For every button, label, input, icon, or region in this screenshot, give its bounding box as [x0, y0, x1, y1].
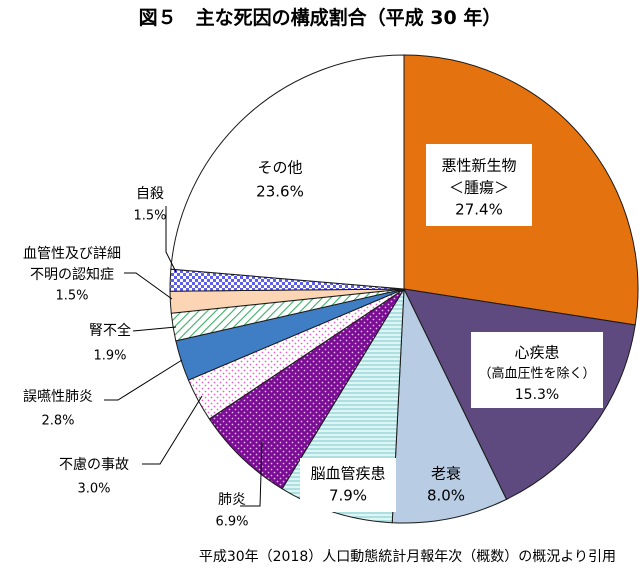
slice-name-cancer: 悪性新生物	[441, 157, 516, 175]
slice-name-heart: 心疾患	[514, 344, 559, 362]
slice-name-vascular: 血管性及び詳細	[23, 246, 121, 262]
slice-label-renal: 腎不全 1.9%	[89, 322, 131, 364]
slice-name-aspiration: 誤嚥性肺炎	[23, 389, 93, 405]
slice-value-cancer: 27.4%	[455, 201, 503, 219]
source-note: 平成30年（2018）人口動態統計月報年次（概数）の概況より引用	[198, 549, 616, 565]
label-box-heart	[471, 332, 603, 408]
slice-value-other: 23.6%	[256, 183, 304, 201]
slice-label-heart: 心疾患 （高血圧性を除く） 15.3%	[471, 332, 603, 408]
slice-senility	[391, 288, 508, 524]
leader-line-renal	[132, 326, 177, 332]
slice-name-cancer: ＜腫瘍＞	[449, 179, 509, 197]
leader-line-vascular	[124, 272, 173, 300]
slice-value-pneumonia: 6.9%	[215, 515, 248, 530]
slice-value-suicide: 1.5%	[133, 209, 166, 224]
slice-value-aspiration: 2.8%	[41, 414, 74, 429]
slice-value-vascular: 1.5%	[55, 289, 88, 304]
slice-name-vascular: 不明の認知症	[30, 266, 114, 283]
leader-line-pneumonia	[240, 441, 263, 507]
slice-name-suicide: 自殺	[136, 186, 164, 202]
slice-labels: 悪性新生物 ＜腫瘍＞ 27.4% 心疾患 （高血圧性を除く） 15.3% 老衰 8.0% 脳血管…	[23, 144, 603, 530]
chart-title: 図５ 主な死因の構成割合（平成 30 年）	[138, 7, 502, 29]
pie-slices	[169, 54, 639, 524]
slice-label-other: その他 23.6%	[256, 159, 304, 201]
slice-label-accident: 不慮の事故 3.0%	[59, 457, 129, 497]
slice-name-renal: 腎不全	[89, 322, 131, 339]
pie-chart: 悪性新生物 ＜腫瘍＞ 27.4% 心疾患 （高血圧性を除く） 15.3% 老衰 8.0% 脳血管…	[23, 54, 639, 530]
leader-line-aspiration	[104, 359, 183, 401]
leader-lines	[104, 206, 263, 507]
slice-name-heart: （高血圧性を除く）	[478, 366, 595, 382]
slice-name-cerebrovascular: 脳血管疾患	[310, 465, 385, 483]
slice-name-pneumonia: 肺炎	[218, 492, 246, 508]
slice-name-senility: 老衰	[431, 465, 461, 483]
label-box-cancer	[426, 144, 532, 226]
label-box-cerebrovascular	[300, 458, 396, 512]
leader-line-accident	[142, 395, 203, 465]
slice-label-senility: 老衰 8.0%	[427, 465, 465, 505]
slice-name-other: その他	[257, 159, 302, 177]
slice-value-renal: 1.9%	[93, 349, 126, 364]
slice-label-pneumonia: 肺炎 6.9%	[215, 492, 248, 530]
slice-other	[170, 54, 405, 290]
slice-label-cerebrovascular: 脳血管疾患 7.9%	[300, 458, 396, 512]
slice-label-aspiration: 誤嚥性肺炎 2.8%	[23, 389, 93, 429]
slice-name-accident: 不慮の事故	[59, 457, 129, 473]
slice-value-accident: 3.0%	[77, 482, 110, 497]
slice-label-cancer: 悪性新生物 ＜腫瘍＞ 27.4%	[426, 144, 532, 226]
slice-value-cerebrovascular: 7.9%	[329, 487, 367, 505]
leader-line-suicide	[165, 206, 177, 273]
slice-value-senility: 8.0%	[427, 487, 465, 505]
slice-label-suicide: 自殺 1.5%	[133, 186, 166, 224]
slice-value-heart: 15.3%	[515, 387, 559, 403]
